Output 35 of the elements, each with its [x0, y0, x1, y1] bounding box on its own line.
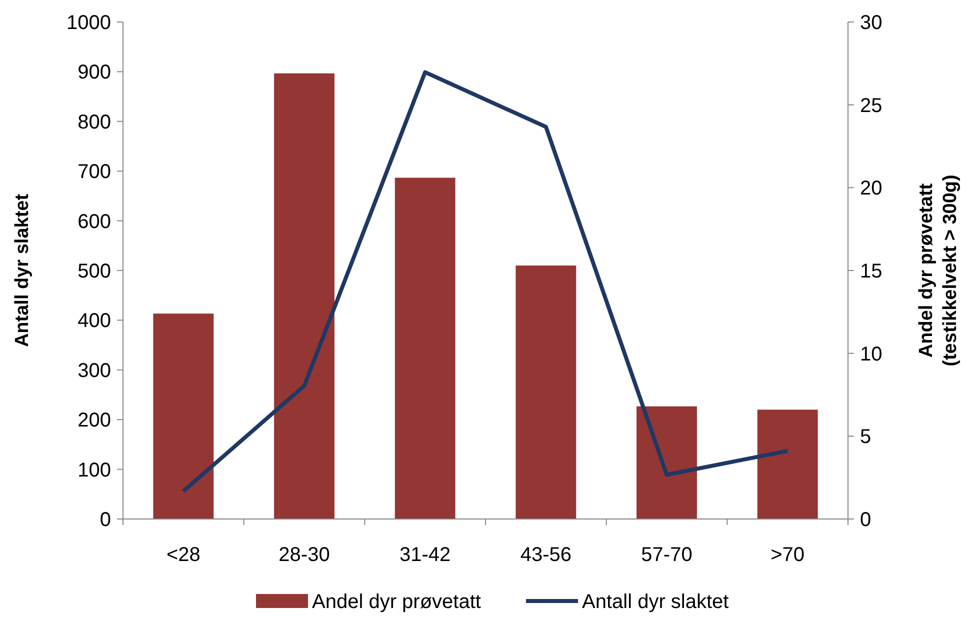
y2-tick-label: 25 — [860, 94, 882, 117]
bar — [153, 314, 214, 519]
legend-label: Antall dyr slaktet — [582, 591, 730, 613]
y-tick-label: 600 — [78, 210, 111, 233]
y-tick-label: 400 — [78, 310, 111, 332]
y2-axis-title: Andel dyr prøvetatt (testikkelvekt > 300g) — [916, 174, 961, 366]
bar — [516, 266, 576, 519]
bar — [757, 410, 818, 519]
y-tick-label: 0 — [100, 509, 111, 531]
x-tick-label: 43-56 — [520, 544, 572, 566]
y2-tick-label: 0 — [860, 509, 872, 531]
y2-tick-label: 20 — [860, 178, 882, 200]
x-tick-label: >70 — [770, 544, 805, 566]
y-tick-label: 1000 — [66, 12, 111, 34]
y-tick-label: 100 — [78, 459, 111, 482]
x-tick-label: <28 — [166, 544, 200, 566]
bar — [394, 178, 456, 519]
y-tick-label: 200 — [78, 410, 111, 432]
bar — [274, 73, 334, 519]
y2-tick-label: 15 — [860, 260, 882, 282]
x-tick-label: 57-70 — [641, 544, 692, 566]
y2-tick-label: 10 — [860, 343, 882, 366]
line-series — [181, 70, 790, 494]
x-tick-label: 28-30 — [278, 544, 330, 566]
y-tick-label: 300 — [78, 360, 111, 382]
bar — [636, 406, 697, 519]
y-tick-label: 500 — [78, 260, 111, 282]
y2-tick-label: 5 — [860, 426, 872, 448]
y-tick-label: 800 — [78, 111, 111, 134]
legend-label: Andel dyr prøvetatt — [312, 591, 482, 613]
y-axis-title: Antall dyr slaktet — [12, 193, 33, 348]
y-tick-label: 700 — [78, 161, 111, 184]
y-tick-label: 900 — [78, 62, 111, 84]
y2-tick-label: 30 — [860, 12, 882, 34]
x-tick-label: 31-42 — [400, 544, 451, 566]
